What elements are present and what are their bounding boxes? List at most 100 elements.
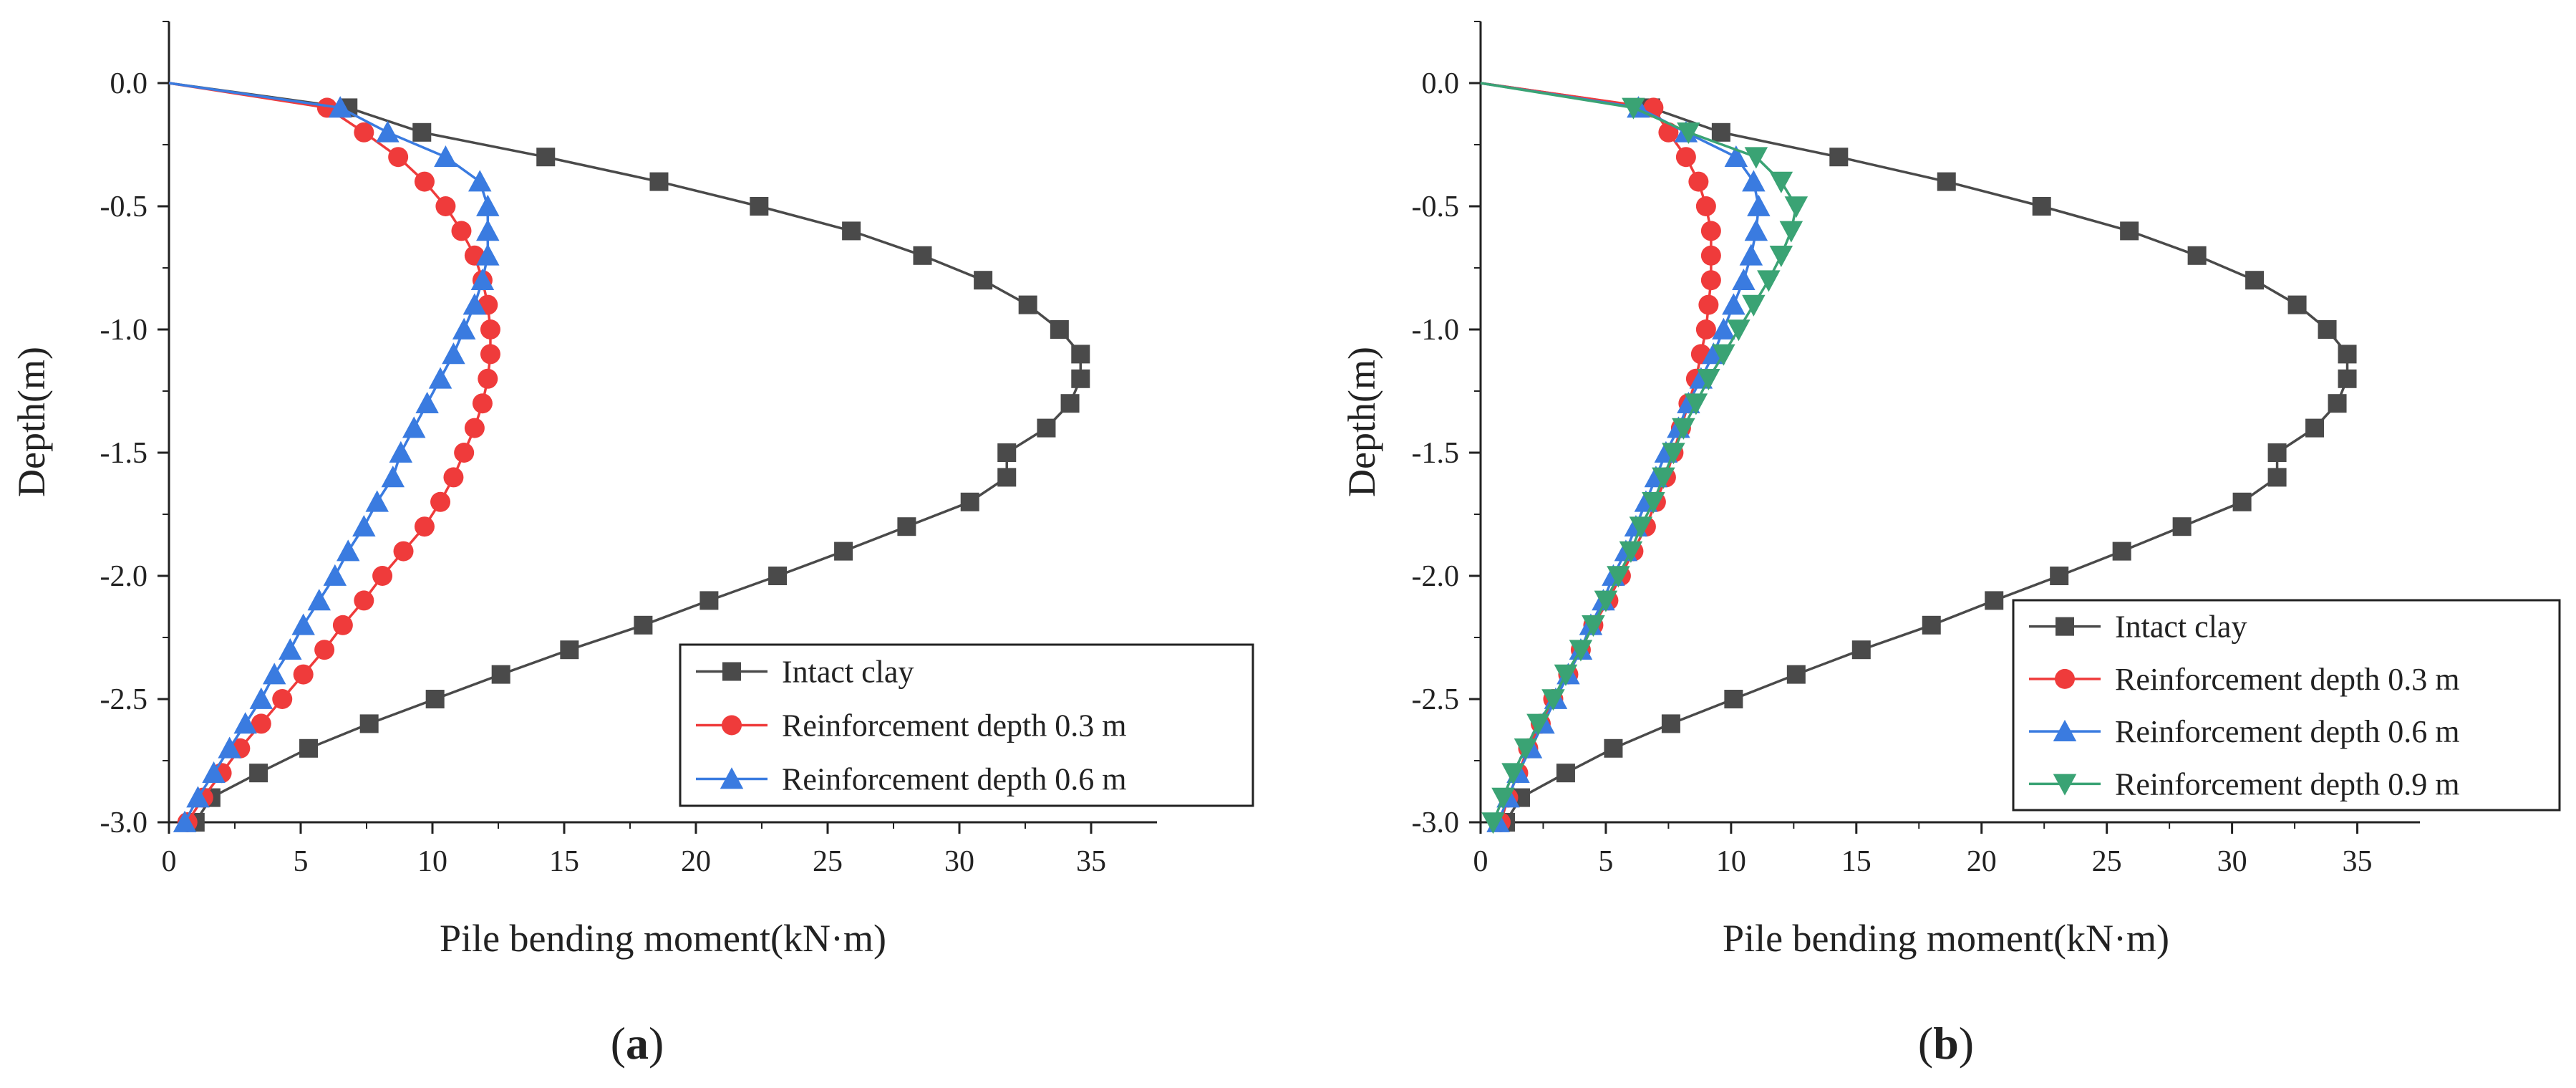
data-point — [478, 368, 498, 389]
data-point — [414, 516, 435, 537]
data-point — [1851, 640, 1871, 660]
y-tick-label: 0.0 — [1422, 67, 1460, 100]
y-tick-label: -1.5 — [1412, 437, 1460, 470]
data-point — [1700, 221, 1721, 241]
data-point — [1661, 714, 1680, 733]
y-tick-label: -2.5 — [1412, 683, 1460, 716]
legend-marker — [2056, 617, 2074, 636]
data-point — [279, 637, 302, 660]
data-point — [1018, 295, 1037, 314]
series-2 — [168, 82, 500, 832]
data-point — [328, 96, 352, 118]
data-point — [2112, 541, 2131, 561]
legend-marker — [2055, 668, 2075, 689]
x-tick-label: 15 — [1841, 845, 1872, 878]
data-point — [1769, 171, 1793, 193]
y-tick-label: -2.0 — [1412, 560, 1460, 593]
data-point — [750, 197, 769, 216]
data-point — [1071, 369, 1090, 388]
series-3 — [1480, 82, 1771, 832]
data-point — [1684, 393, 1708, 415]
data-point — [1700, 270, 1721, 291]
data-point — [468, 170, 492, 192]
data-point — [393, 541, 414, 562]
data-point — [412, 122, 432, 142]
data-point — [842, 221, 861, 241]
data-point — [1712, 317, 1735, 340]
data-point — [314, 640, 335, 660]
data-point — [1541, 689, 1565, 711]
data-point — [1937, 172, 1956, 191]
data-point — [1037, 418, 1056, 438]
panel-label: (b) — [1918, 1018, 1974, 1069]
data-point — [2120, 221, 2139, 241]
y-tick-label: -0.5 — [1412, 191, 1460, 223]
data-point — [768, 567, 788, 585]
data-point — [376, 120, 400, 143]
x-tick-label: 15 — [549, 845, 579, 878]
data-point — [834, 541, 853, 561]
data-point — [2338, 369, 2357, 388]
data-point — [2232, 492, 2252, 511]
data-point — [1695, 319, 1716, 340]
y-tick-label: -1.0 — [1412, 314, 1460, 347]
data-point — [1556, 764, 1575, 783]
data-point — [2305, 418, 2325, 438]
data-point — [249, 764, 268, 783]
data-point — [442, 342, 465, 365]
data-point — [291, 613, 315, 635]
data-point — [1642, 491, 1665, 514]
data-point — [1594, 590, 1618, 612]
data-point — [1050, 320, 1069, 339]
data-point — [480, 319, 500, 340]
data-point — [1071, 345, 1090, 364]
data-point — [388, 147, 409, 168]
y-axis-title: Depth(m) — [10, 347, 53, 497]
x-tick-label: 30 — [2217, 845, 2247, 878]
data-point — [415, 391, 439, 414]
x-tick-label: 20 — [681, 845, 711, 878]
x-tick-label: 20 — [1967, 845, 1997, 878]
data-point — [491, 665, 510, 684]
data-point — [470, 268, 495, 291]
panel-a: 0 5 10 15 20 25 30 35 0.0 -0.5 -1.0 -1.5 -2.0 -2.5 -3.… — [10, 21, 1254, 1069]
data-point — [2050, 567, 2069, 585]
data-point — [1695, 196, 1716, 216]
data-point — [2318, 320, 2337, 339]
data-point — [1658, 122, 1679, 143]
data-point — [1784, 196, 1808, 218]
data-point — [1688, 171, 1709, 192]
data-point — [425, 690, 445, 708]
data-point — [354, 122, 374, 143]
data-point — [354, 590, 374, 611]
data-point — [2187, 246, 2207, 265]
x-tick-label: 5 — [294, 845, 309, 878]
data-point — [323, 564, 347, 586]
data-point — [1747, 194, 1771, 216]
data-point — [452, 317, 476, 340]
data-point — [1569, 640, 1593, 662]
data-point — [2267, 443, 2287, 462]
data-point — [1742, 294, 1766, 317]
data-point — [1060, 394, 1080, 413]
legend-box — [2012, 599, 2561, 812]
data-point — [389, 441, 413, 463]
data-point — [1662, 443, 1685, 465]
data-point — [1712, 344, 1735, 366]
data-point — [1724, 145, 1748, 168]
series-line — [1480, 82, 1761, 823]
x-tick-label: 35 — [2343, 845, 2373, 878]
data-point — [1779, 221, 1803, 243]
data-point — [1675, 147, 1696, 168]
data-point — [332, 615, 353, 635]
y-tick-label: -1.5 — [100, 437, 148, 470]
data-point — [1607, 566, 1630, 588]
data-point — [913, 246, 932, 265]
data-point — [1672, 418, 1695, 440]
data-point — [336, 539, 360, 562]
data-point — [464, 418, 485, 438]
data-point — [1514, 738, 1538, 761]
data-point — [443, 467, 464, 488]
